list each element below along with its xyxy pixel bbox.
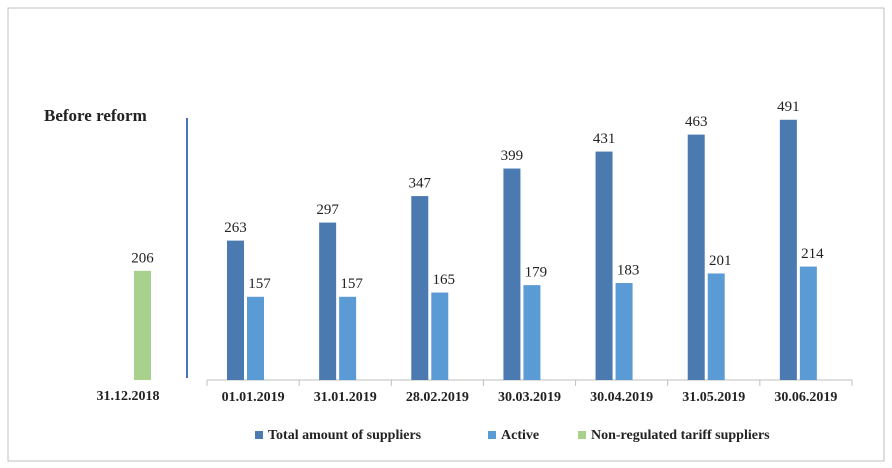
legend-swatch	[578, 431, 586, 439]
bar	[523, 285, 541, 380]
data-label: 297	[316, 202, 339, 218]
data-label: 463	[685, 114, 708, 130]
x-tick-label: 30.03.2019	[498, 390, 561, 405]
bar	[227, 240, 244, 380]
bar	[799, 266, 817, 380]
bar	[319, 222, 337, 380]
data-label: 157	[248, 276, 271, 292]
legend-swatch	[255, 431, 263, 439]
x-tick-label: 31.01.2019	[314, 390, 377, 405]
data-label: 183	[617, 262, 640, 278]
bar	[779, 119, 797, 381]
bar	[503, 168, 521, 380]
data-label: 179	[525, 265, 548, 281]
annotation: Before reform	[44, 106, 147, 125]
bar	[431, 292, 449, 380]
x-tick-label: 30.06.2019	[774, 390, 837, 405]
bar	[411, 196, 429, 380]
data-label: 263	[224, 220, 247, 236]
bar	[134, 270, 151, 380]
data-label: 491	[777, 99, 800, 115]
bar	[247, 296, 264, 380]
bar	[339, 296, 357, 380]
data-label: 165	[433, 272, 456, 288]
data-label: 347	[409, 176, 432, 192]
legend-swatch	[488, 431, 496, 439]
legend-label: Non-regulated tariff suppliers	[591, 428, 770, 443]
x-tick-label: 31.12.2018	[97, 389, 160, 404]
data-label: 201	[709, 253, 732, 269]
legend-label: Total amount of suppliers	[268, 428, 422, 443]
data-label: 399	[501, 148, 524, 164]
bar	[687, 134, 705, 380]
bar	[595, 151, 613, 380]
x-tick-label: 31.05.2019	[682, 390, 745, 405]
legend-label: Active	[501, 428, 539, 443]
data-label: 431	[593, 131, 616, 147]
x-tick-label: 01.01.2019	[222, 390, 285, 405]
data-label: 157	[340, 276, 363, 292]
bar	[615, 283, 633, 380]
x-tick-label: 30.04.2019	[590, 390, 653, 405]
data-label: 206	[131, 250, 154, 266]
bar	[707, 273, 725, 380]
data-label: 214	[801, 246, 824, 262]
x-tick-label: 28.02.2019	[406, 390, 469, 405]
frame	[7, 7, 885, 462]
